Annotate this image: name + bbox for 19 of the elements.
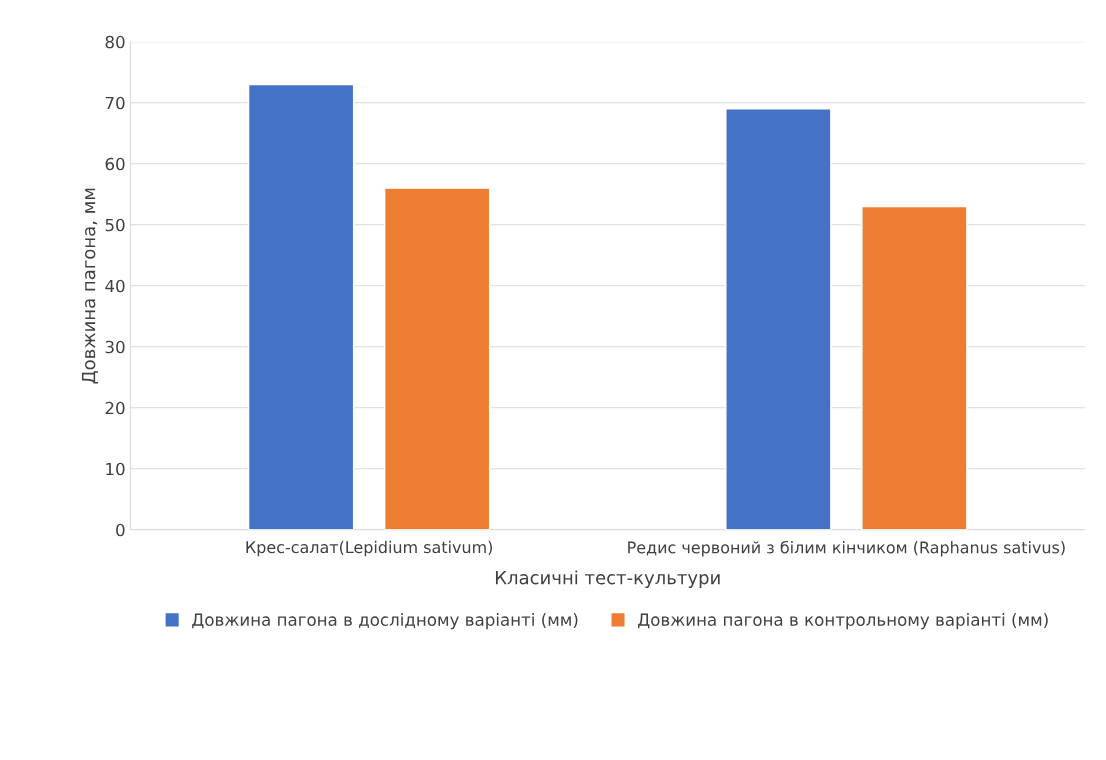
y-tick-label: 60 xyxy=(105,157,125,171)
y-tick-label: 0 xyxy=(116,523,125,537)
x-tick-label: Крес-салат(Lepidium sativum) xyxy=(246,540,492,557)
legend-label: Довжина пагона в дослідному варіанті (мм) xyxy=(192,613,578,630)
bar xyxy=(383,187,491,530)
bar xyxy=(725,108,832,530)
y-tick-label: 70 xyxy=(105,96,125,110)
y-tick-label: 40 xyxy=(105,279,125,293)
bar xyxy=(247,83,355,530)
y-tick-label: 50 xyxy=(105,218,125,232)
bar xyxy=(861,205,968,530)
y-tick-label: 10 xyxy=(106,462,125,476)
x-tick-label: Редис червоний з білим кінчиком (Raphanus sativus) xyxy=(628,540,1065,557)
y-axis-title: Довжина пагона, мм xyxy=(81,188,98,384)
legend-label: Довжина пагона в контрольному варіанті (мм) xyxy=(638,613,1048,630)
x-axis-title: Класичні тест-культури xyxy=(495,570,720,588)
y-tick-label: 80 xyxy=(105,35,125,49)
y-tick-label: 30 xyxy=(105,340,125,354)
y-tick-label: 20 xyxy=(105,401,125,415)
